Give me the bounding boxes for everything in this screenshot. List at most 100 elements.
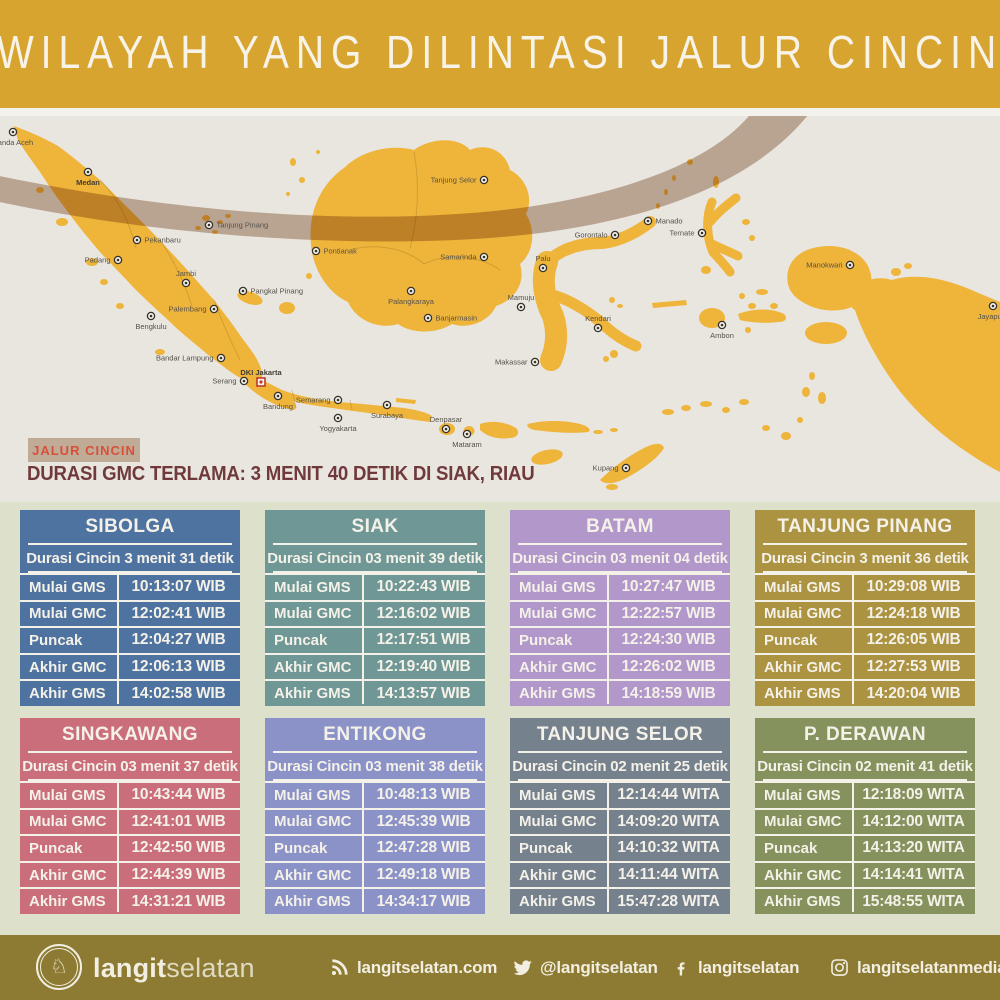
table-row: Akhir GMC 14:14:41 WITA [755,860,975,888]
table-row: Puncak 14:13:20 WITA [755,834,975,861]
page-title: WILAYAH YANG DILINTASI JALUR CINCIN [0,28,1000,79]
table-row: Puncak 12:42:50 WIB [20,834,240,861]
table-row: Akhir GMC 12:27:53 WIB [755,652,975,680]
phase-label: Mulai GMS [29,786,106,804]
city-marker-dot [596,326,600,330]
card-ring-duration: Durasi Cincin 03 menit 39 detik [267,549,483,567]
city-marker-dot [219,356,223,360]
phase-time: 14:13:57 WIB [376,684,471,702]
phase-time: 14:18:59 WIB [621,684,716,702]
city-marker-dot [624,466,628,470]
map-city-pekanbaru: Pekanbaru [132,236,181,245]
map-city-jambi: Jambi [176,269,196,288]
phase-time: 10:43:44 WIB [131,786,226,804]
city-label: Gorontalo [575,231,608,240]
ring-path-legend: JALUR CINCIN [28,438,140,462]
map-cities: Banda Aceh Medan Tanjung Pinang Pekanbaru Pa… [0,127,1000,473]
footer-link-langitselatanmedia[interactable]: langitselatanmedia [830,935,1000,1000]
table-row: Mulai GMC 12:45:39 WIB [265,807,485,835]
card-column-divider [852,781,854,912]
eclipse-card-siak: SIAK Durasi Cincin 03 menit 39 detik Mulai… [265,510,485,706]
city-label: Ambon [710,331,734,340]
card-time-table: Mulai GMS 10:29:08 WIB Mulai GMC 12:24:18 W… [755,573,975,706]
card-divider [518,571,722,573]
city-label: Kendari [585,314,611,323]
city-label: Makassar [495,358,528,367]
phase-time: 12:26:02 WIB [621,658,716,676]
phase-time: 12:42:50 WIB [131,839,226,857]
phase-label: Akhir GMS [519,893,596,911]
phase-label: Mulai GMC [274,813,352,831]
card-time-table: Mulai GMS 10:13:07 WIB Mulai GMC 12:02:41 W… [20,573,240,706]
city-label: Mamuju [508,293,535,302]
phase-time: 12:06:13 WIB [131,658,226,676]
phase-label: Puncak [519,631,573,649]
phase-label: Mulai GMC [29,605,107,623]
langitselatan-logo: ♘ [36,944,82,990]
city-marker-dot [541,266,545,270]
map-city-semarang: Semarang [296,396,343,405]
card-city-title: SIBOLGA [85,515,175,537]
map-city-tanjung-selor: Tanjung Selor [431,176,489,185]
footer-link-langitselatan-com[interactable]: langitselatan.com [330,935,497,1000]
phase-time: 12:22:57 WIB [621,604,716,622]
phase-label: Mulai GMS [519,578,596,596]
phase-label: Mulai GMC [519,813,597,831]
card-city-title: ENTIKONG [323,723,427,745]
brand-light: selatan [166,953,255,983]
ring-path-band [0,116,808,242]
phase-time: 14:02:58 WIB [131,684,226,702]
city-label: Banda Aceh [0,138,33,147]
table-row: Mulai GMC 12:02:41 WIB [20,599,240,627]
map-city-gorontalo: Gorontalo [575,231,620,240]
table-row: Mulai GMC 12:16:02 WIB [265,599,485,627]
table-row: Mulai GMC 14:12:00 WITA [755,807,975,835]
city-marker-dot [135,238,139,242]
card-city-title: TANJUNG PINANG [777,515,953,537]
phase-time: 14:11:44 WITA [617,866,720,884]
card-divider [273,751,477,753]
phase-label: Puncak [274,631,328,649]
map-city-bandar-lampung: Bandar Lampung [156,354,226,363]
phase-time: 15:48:55 WITA [862,892,965,910]
phase-label: Mulai GMS [274,786,351,804]
city-label: Tanjung Pinang [217,221,269,230]
card-column-divider [852,573,854,704]
city-marker-dot [482,178,486,182]
table-row: Puncak 12:04:27 WIB [20,626,240,653]
footer-link--langitselatan[interactable]: @langitselatan [512,935,658,1000]
card-time-table: Mulai GMS 10:22:43 WIB Mulai GMC 12:16:02 W… [265,573,485,706]
map-city-palembang: Palembang [169,305,219,314]
city-marker-dot [241,289,245,293]
map-city-palangkaraya: Palangkaraya [388,286,435,306]
map-city-padang: Padang [85,256,123,265]
table-row: Mulai GMC 12:24:18 WIB [755,599,975,627]
twitter-icon [512,958,532,978]
city-marker-dot [700,231,704,235]
card-divider [763,543,967,545]
card-divider [28,543,232,545]
city-marker-dot [465,432,469,436]
table-row: Akhir GMC 12:26:02 WIB [510,652,730,680]
card-ring-duration: Durasi Cincin 02 menit 25 detik [512,757,728,775]
city-marker-dot [242,379,246,383]
max-duration-note: DURASI GMC TERLAMA: 3 MENIT 40 DETIK DI … [27,463,535,486]
phase-label: Mulai GMS [764,786,841,804]
card-divider [763,779,967,781]
eclipse-card-tanjung-selor: TANJUNG SELOR Durasi Cincin 02 menit 25 d… [510,718,730,914]
city-label: Manado [656,217,683,226]
phase-time: 12:14:44 WITA [617,786,720,804]
city-marker-dot [184,281,188,285]
card-divider [28,751,232,753]
phase-time: 12:44:39 WIB [131,866,226,884]
brand-bold: langit [93,953,167,983]
table-row: Puncak 14:10:32 WITA [510,834,730,861]
phase-time: 14:09:20 WITA [617,812,720,830]
phase-label: Mulai GMC [274,605,352,623]
table-row: Akhir GMS 14:02:58 WIB [20,679,240,706]
city-marker-dot [11,130,15,134]
footer-link-langitselatan[interactable]: langitselatan [672,935,800,1000]
city-marker-dot [848,263,852,267]
footer-bar: ♘ langitselatan langitselatan.com @langit… [0,935,1000,1000]
